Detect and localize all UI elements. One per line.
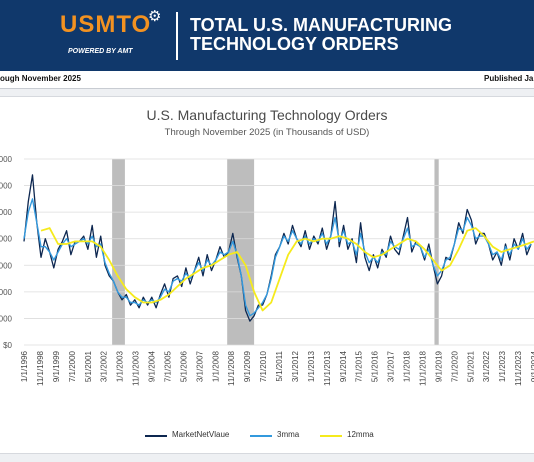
logo-subtitle: POWERED BY AMT bbox=[68, 48, 133, 55]
info-bar: ough November 2025 Published Ja bbox=[0, 71, 534, 89]
report-title: TOTAL U.S. MANUFACTURING TECHNOLOGY ORDE… bbox=[190, 16, 452, 54]
y-tick-label-3: 000 bbox=[0, 261, 13, 270]
x-tick-label-14: 9/1/2009 bbox=[243, 350, 252, 382]
series-line-12mma bbox=[40, 227, 534, 312]
x-tick-label-7: 11/1/2003 bbox=[132, 350, 141, 386]
report-title-line1: TOTAL U.S. MANUFACTURING bbox=[190, 15, 452, 35]
x-tick-label-9: 7/1/2005 bbox=[163, 350, 172, 382]
chart-subtitle: Through November 2025 (in Thousands of U… bbox=[164, 127, 370, 138]
legend-swatch bbox=[145, 435, 167, 437]
header-divider bbox=[176, 12, 178, 60]
gear-icon: ⚙ bbox=[148, 8, 162, 25]
x-tick-label-8: 9/1/2004 bbox=[148, 350, 157, 382]
logo-text: USMTO bbox=[60, 11, 152, 38]
x-tick-label-22: 5/1/2016 bbox=[371, 350, 380, 382]
legend-label: 12mma bbox=[347, 430, 374, 439]
y-tick-label-0: $0 bbox=[3, 341, 12, 350]
x-tick-label-16: 5/1/2011 bbox=[275, 350, 284, 381]
x-tick-label-11: 3/1/2007 bbox=[195, 350, 204, 382]
report-header: USMTO ⚙ POWERED BY AMT TOTAL U.S. MANUFA… bbox=[0, 0, 534, 71]
legend-swatch bbox=[250, 435, 272, 437]
x-tick-label-19: 11/1/2013 bbox=[323, 350, 332, 386]
x-tick-label-29: 3/1/2022 bbox=[482, 350, 491, 382]
recession-band-2 bbox=[434, 159, 439, 345]
legend-label: 3mma bbox=[277, 430, 300, 439]
chart-title: U.S. Manufacturing Technology Orders bbox=[146, 107, 388, 123]
x-tick-label-21: 7/1/2015 bbox=[355, 350, 364, 382]
chart-panel: U.S. Manufacturing Technology Orders Thr… bbox=[0, 96, 534, 454]
x-tick-label-3: 7/1/2000 bbox=[68, 350, 77, 382]
recession-band-1 bbox=[227, 159, 255, 345]
y-tick-label-7: 000 bbox=[0, 155, 13, 164]
recession-band-0 bbox=[112, 159, 125, 345]
x-tick-label-2: 9/1/1999 bbox=[52, 350, 61, 382]
x-tick-label-13: 11/1/2008 bbox=[227, 350, 236, 386]
x-tick-label-6: 1/1/2003 bbox=[116, 350, 125, 382]
series-line-marketnetvlaue bbox=[23, 174, 532, 322]
published-text: Published Ja bbox=[484, 74, 534, 83]
x-tick-label-24: 1/1/2018 bbox=[403, 350, 412, 382]
y-tick-label-6: 000 bbox=[0, 182, 13, 191]
period-text: ough November 2025 bbox=[0, 74, 81, 83]
x-tick-label-12: 1/1/2008 bbox=[211, 350, 220, 382]
x-tick-label-5: 3/1/2002 bbox=[100, 350, 109, 382]
x-tick-label-25: 11/1/2018 bbox=[418, 350, 427, 386]
line-chart: $0 000 000 000 000 000 000 000 1/1/1996 11/1/1998… bbox=[0, 155, 534, 386]
x-tick-label-26: 9/1/2019 bbox=[434, 350, 443, 382]
x-tick-label-30: 1/1/2023 bbox=[498, 350, 507, 382]
x-tick-label-32: 9/1/2024 bbox=[530, 350, 534, 382]
y-tick-label-1: 000 bbox=[0, 314, 13, 323]
report-title-line2: TECHNOLOGY ORDERS bbox=[190, 34, 399, 54]
x-tick-label-18: 1/1/2013 bbox=[307, 350, 316, 382]
usmto-logo: USMTO ⚙ POWERED BY AMT bbox=[60, 8, 170, 63]
legend-label: MarketNetVlaue bbox=[172, 430, 230, 439]
y-tick-label-5: 000 bbox=[0, 208, 13, 217]
x-tick-label-17: 3/1/2012 bbox=[291, 350, 300, 382]
x-tick-label-0: 1/1/1996 bbox=[20, 350, 29, 382]
y-tick-label-2: 000 bbox=[0, 288, 13, 297]
x-tick-label-1: 11/1/1998 bbox=[36, 350, 45, 386]
legend-swatch bbox=[320, 435, 342, 437]
x-tick-label-4: 5/1/2001 bbox=[84, 350, 93, 382]
series-line-3mma bbox=[23, 198, 532, 317]
x-tick-label-20: 9/1/2014 bbox=[339, 350, 348, 382]
x-tick-label-15: 7/1/2010 bbox=[259, 350, 268, 382]
x-tick-label-23: 3/1/2017 bbox=[387, 350, 396, 382]
x-tick-label-31: 11/1/2023 bbox=[514, 350, 523, 386]
y-tick-label-4: 000 bbox=[0, 235, 13, 244]
x-tick-label-27: 7/1/2020 bbox=[450, 350, 459, 382]
x-tick-label-10: 5/1/2006 bbox=[179, 350, 188, 382]
x-tick-label-28: 5/1/2021 bbox=[466, 350, 475, 382]
